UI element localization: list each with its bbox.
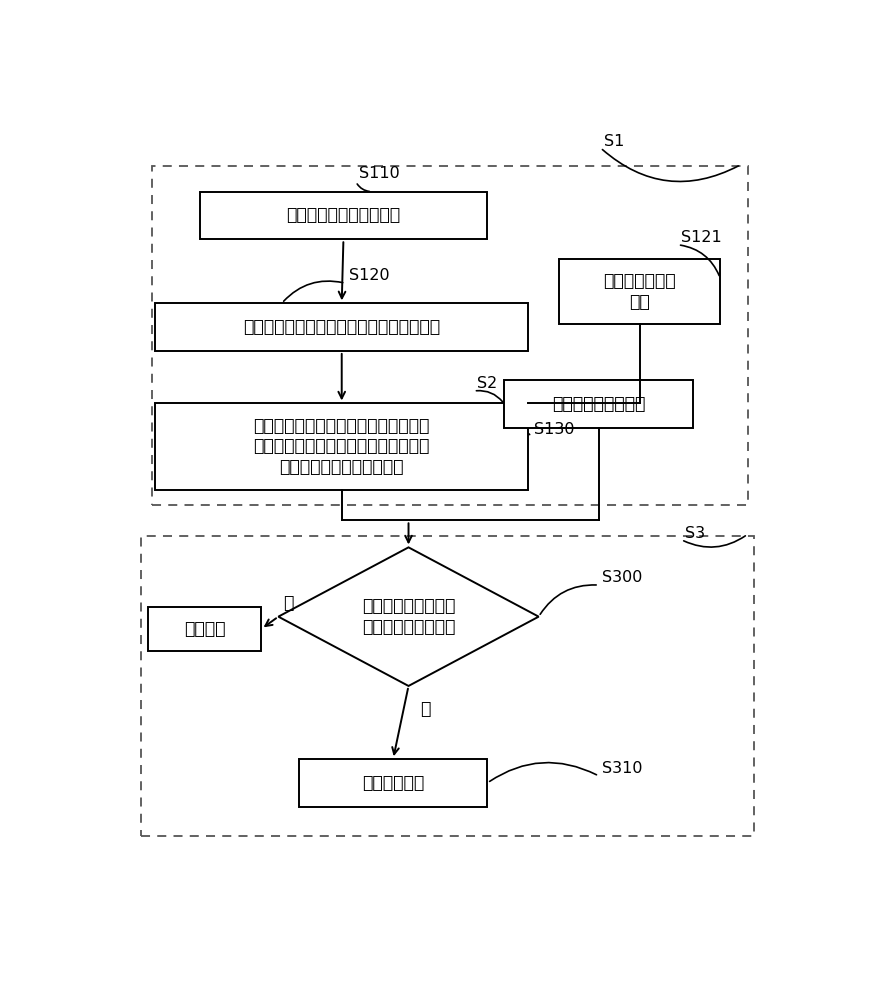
Text: 根据所述图像获得车道数量及车辆所处车道: 根据所述图像获得车道数量及车辆所处车道 <box>243 318 440 336</box>
Text: S300: S300 <box>602 570 643 585</box>
Text: 测量车辆的实时速度: 测量车辆的实时速度 <box>552 395 645 413</box>
Text: S1: S1 <box>604 134 624 149</box>
FancyBboxPatch shape <box>505 380 693 428</box>
Text: S121: S121 <box>682 230 722 245</box>
Text: 是: 是 <box>421 700 431 718</box>
Text: S130: S130 <box>534 422 575 437</box>
Text: 发出超速提醒: 发出超速提醒 <box>362 774 424 792</box>
FancyBboxPatch shape <box>299 759 487 807</box>
Text: 正常行驶: 正常行驶 <box>184 620 225 638</box>
FancyBboxPatch shape <box>200 192 487 239</box>
Text: 获取车辆的车型
信息: 获取车辆的车型 信息 <box>604 272 676 311</box>
Text: 采集车辆前方道路的图像: 采集车辆前方道路的图像 <box>286 206 400 224</box>
Text: S110: S110 <box>359 166 400 181</box>
FancyBboxPatch shape <box>560 259 720 324</box>
Text: S2: S2 <box>477 376 498 391</box>
Text: 否: 否 <box>284 594 293 612</box>
Text: S120: S120 <box>349 268 390 283</box>
Text: 根据车道数量、车辆所处车道及车辆的
车型信息与预存的高速道路信息表中的
映射关系获得车辆的限速值: 根据车道数量、车辆所处车道及车辆的 车型信息与预存的高速道路信息表中的 映射关系… <box>254 417 430 476</box>
Text: 判断车辆的实时速度
是否大于所述限速值: 判断车辆的实时速度 是否大于所述限速值 <box>362 597 455 636</box>
Polygon shape <box>278 547 538 686</box>
FancyBboxPatch shape <box>155 403 529 490</box>
Text: S310: S310 <box>602 761 643 776</box>
FancyBboxPatch shape <box>149 607 262 651</box>
FancyBboxPatch shape <box>155 303 529 351</box>
Text: S3: S3 <box>684 526 705 541</box>
